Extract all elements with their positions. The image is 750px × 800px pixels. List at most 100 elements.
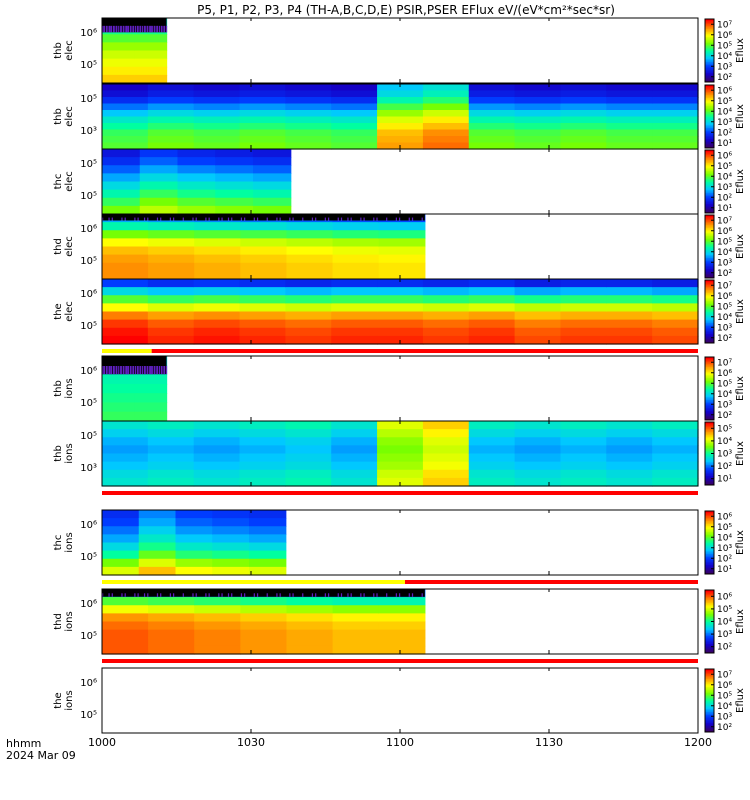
spectrogram-cell bbox=[147, 279, 195, 288]
spectrogram-cell bbox=[377, 469, 424, 479]
spectrogram-cell bbox=[151, 366, 153, 375]
spectrogram-cell bbox=[240, 222, 288, 231]
spectrogram-cell bbox=[177, 149, 216, 158]
colorbar-cell bbox=[705, 518, 714, 521]
spectrogram-cell bbox=[111, 25, 113, 33]
spectrogram-cell bbox=[147, 123, 195, 131]
spectrogram-cell bbox=[249, 534, 287, 544]
spectrogram-cell bbox=[147, 429, 195, 438]
colorbar-cell bbox=[705, 542, 714, 545]
spectrogram-cell bbox=[340, 217, 343, 221]
spectrogram-cell bbox=[147, 116, 195, 124]
spectrogram-cell bbox=[194, 621, 241, 631]
spectrogram-cell bbox=[285, 303, 332, 313]
spectrogram-cell bbox=[514, 97, 562, 105]
spectrogram-cell bbox=[177, 173, 216, 183]
colorbar-cell bbox=[705, 385, 714, 388]
spectrogram-cell bbox=[212, 510, 250, 519]
spectrogram-cell bbox=[148, 222, 195, 231]
spectrogram-cell bbox=[285, 129, 332, 137]
spectrogram-cell bbox=[606, 319, 653, 329]
y-tick-label: 10⁵ bbox=[80, 191, 97, 202]
colorbar-cell bbox=[705, 418, 714, 421]
spectrogram-cell bbox=[108, 593, 110, 597]
colorbar-cell bbox=[705, 410, 714, 413]
colorbar-cell bbox=[705, 692, 714, 695]
colorbar-cell bbox=[705, 63, 714, 66]
spectrogram-cell bbox=[421, 217, 423, 221]
spectrogram-cell bbox=[377, 110, 424, 118]
spectrogram-cell bbox=[331, 142, 378, 150]
spectrogram-cell bbox=[606, 445, 653, 455]
spectrogram-cell bbox=[652, 123, 699, 131]
spectrogram-cell bbox=[315, 217, 317, 221]
colorbar-cell bbox=[705, 691, 714, 694]
colorbar-cell bbox=[705, 610, 714, 613]
spectrogram-cell bbox=[422, 335, 470, 345]
spectrogram-cell bbox=[102, 123, 149, 131]
colorbar-cell bbox=[705, 28, 714, 31]
spectrogram-cell bbox=[324, 593, 326, 597]
spectrogram-cell bbox=[102, 402, 135, 413]
colorbar-frame bbox=[704, 18, 715, 83]
colorbar-tick-label: 10⁶ bbox=[717, 681, 732, 691]
colorbar-cell bbox=[705, 358, 714, 361]
spectrogram-cell bbox=[378, 637, 426, 647]
colorbar-cell bbox=[705, 67, 714, 70]
colorbar-tick-label: 10² bbox=[717, 723, 732, 733]
colorbar-cell bbox=[705, 219, 714, 222]
time-axis: 1000 1030 1100 1130 1200 bbox=[88, 736, 712, 749]
colorbar-cell bbox=[705, 276, 714, 279]
spectrogram-cell bbox=[606, 123, 653, 131]
y-tick-label: 10³ bbox=[80, 126, 97, 137]
spectrogram-cell bbox=[160, 217, 162, 221]
spectrogram-cell bbox=[212, 534, 250, 544]
colorbar-cell bbox=[705, 151, 714, 154]
spectrogram-cell bbox=[139, 173, 179, 183]
spectrogram-cell bbox=[286, 637, 334, 647]
spectrogram-cell bbox=[377, 279, 424, 288]
spectrogram-cell bbox=[147, 217, 149, 221]
colorbar-cell bbox=[705, 243, 714, 246]
spectrogram-cell bbox=[148, 246, 195, 256]
spectrogram-cell bbox=[215, 173, 254, 183]
colorbar-cell bbox=[705, 157, 714, 160]
spectrogram-cell bbox=[408, 217, 410, 221]
spectrogram-cell bbox=[256, 217, 259, 221]
colorbar-cell bbox=[705, 645, 714, 648]
spectrogram-cell bbox=[244, 217, 246, 221]
spectrogram-cell bbox=[332, 222, 380, 231]
colorbar-cell bbox=[705, 138, 714, 141]
colorbar-cell bbox=[705, 380, 714, 383]
spectrogram-cell bbox=[147, 461, 195, 471]
spectrogram-cell bbox=[115, 366, 117, 375]
spectrogram-cell bbox=[422, 103, 470, 111]
spectrogram-cell bbox=[138, 534, 177, 544]
colorbar-cell bbox=[705, 540, 714, 543]
spectrogram-cell bbox=[102, 136, 149, 144]
spectrogram-cell bbox=[514, 110, 562, 118]
colorbar-cell bbox=[705, 361, 714, 364]
spectrogram-cell bbox=[514, 437, 562, 446]
colorbar-cell bbox=[705, 284, 714, 287]
spectrogram-cell bbox=[468, 90, 516, 98]
colorbar-cell bbox=[705, 273, 714, 276]
spectrogram-cell bbox=[102, 319, 149, 329]
spectrogram-cell bbox=[240, 605, 288, 614]
spectrogram-cell bbox=[285, 279, 332, 288]
y-tick-label: 10⁵ bbox=[80, 321, 97, 332]
colorbar-tick-label: 10¹ bbox=[717, 565, 732, 575]
colorbar-cell bbox=[705, 591, 714, 594]
spectrogram-cell bbox=[147, 110, 195, 118]
colorbar-cell bbox=[705, 451, 714, 454]
colorbar-cell bbox=[705, 612, 714, 615]
colorbar-tick-label: 10³ bbox=[717, 630, 732, 640]
colorbar-cell bbox=[705, 69, 714, 72]
colorbar-tick-label: 10⁷ bbox=[717, 20, 732, 30]
spectrogram-cell bbox=[147, 477, 195, 487]
colorbar-cell bbox=[705, 103, 714, 106]
colorbar-cell bbox=[705, 675, 714, 678]
spectrogram-cell bbox=[112, 25, 115, 33]
colorbar-cell bbox=[705, 260, 714, 263]
